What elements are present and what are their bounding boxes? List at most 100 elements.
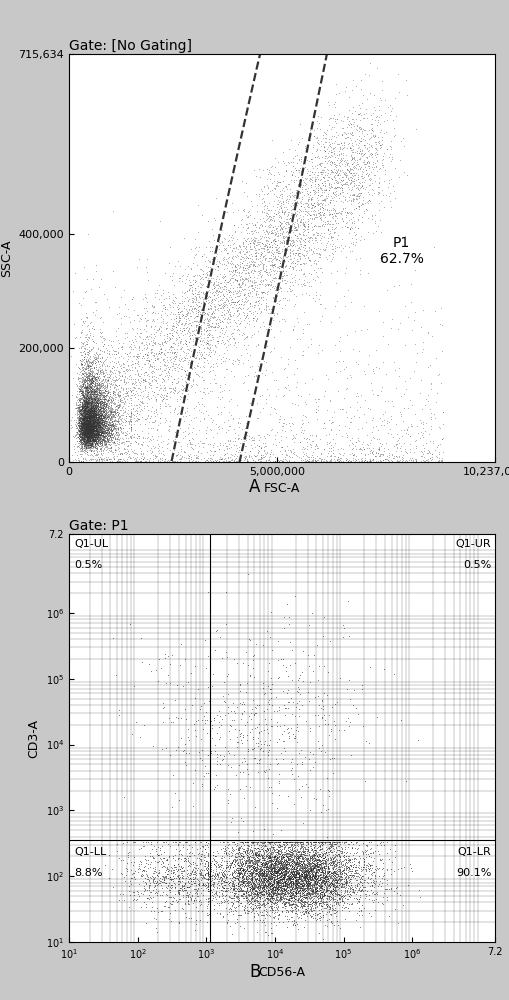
Point <box>334 870 342 886</box>
Point <box>255 848 263 864</box>
Point <box>106 403 114 419</box>
Point <box>79 414 88 430</box>
Point <box>139 395 147 411</box>
Point <box>293 374 301 390</box>
Point <box>214 317 222 333</box>
Point <box>257 857 265 873</box>
Point <box>327 875 335 891</box>
Point <box>79 419 88 435</box>
Point <box>80 411 88 427</box>
Point <box>89 412 97 428</box>
Point <box>115 367 123 383</box>
Point <box>225 731 234 747</box>
Point <box>275 834 283 850</box>
Point <box>359 854 367 870</box>
Point <box>84 400 92 416</box>
Point <box>203 905 211 921</box>
Point <box>333 895 341 911</box>
Point <box>114 426 122 442</box>
Point <box>228 195 236 211</box>
Point <box>241 852 249 868</box>
Point <box>86 427 94 443</box>
Point <box>252 847 261 863</box>
Point <box>203 450 211 466</box>
Point <box>161 380 169 396</box>
Point <box>318 894 326 910</box>
Point <box>248 217 257 233</box>
Point <box>269 222 277 238</box>
Point <box>300 265 308 281</box>
Point <box>214 859 222 875</box>
Point <box>78 429 87 445</box>
Point <box>261 716 269 732</box>
Point <box>87 385 95 401</box>
Point <box>320 209 328 225</box>
Point <box>89 406 97 422</box>
Point <box>276 882 284 898</box>
Point <box>292 861 300 877</box>
Point <box>102 433 110 449</box>
Point <box>336 872 344 888</box>
Point <box>358 164 366 180</box>
Point <box>87 391 95 407</box>
Point <box>356 168 364 184</box>
Point <box>73 404 81 420</box>
Point <box>266 883 274 899</box>
Point <box>77 376 86 392</box>
Point <box>238 861 246 877</box>
Point <box>223 309 232 325</box>
Point <box>98 436 106 452</box>
Point <box>342 875 350 891</box>
Point <box>80 388 88 404</box>
Point <box>289 874 297 890</box>
Point <box>88 432 96 448</box>
Point <box>271 848 279 864</box>
Point <box>292 232 300 248</box>
Point <box>349 213 357 229</box>
Point <box>93 412 101 428</box>
Point <box>101 418 109 434</box>
Point <box>273 874 281 890</box>
Point <box>251 230 260 246</box>
Point <box>267 856 275 872</box>
Point <box>345 117 353 133</box>
Point <box>97 413 105 429</box>
Point <box>304 206 313 222</box>
Point <box>289 189 297 205</box>
Point <box>159 282 167 298</box>
Point <box>276 877 285 893</box>
Point <box>127 420 135 436</box>
Point <box>306 449 314 465</box>
Point <box>88 413 96 429</box>
Point <box>263 179 271 195</box>
Point <box>328 855 336 871</box>
Point <box>141 336 149 352</box>
Point <box>244 905 252 921</box>
Point <box>88 391 96 407</box>
Point <box>379 867 387 883</box>
Point <box>87 396 95 412</box>
Point <box>86 403 94 419</box>
Point <box>286 867 294 883</box>
Point <box>319 860 327 876</box>
Point <box>299 875 307 891</box>
Point <box>241 905 249 921</box>
Point <box>346 854 354 870</box>
Point <box>86 441 94 457</box>
Point <box>175 882 183 898</box>
Point <box>240 310 248 326</box>
Point <box>191 834 199 850</box>
Point <box>242 863 250 879</box>
Point <box>224 846 233 862</box>
Point <box>84 430 93 446</box>
Point <box>185 312 193 328</box>
Point <box>295 841 303 857</box>
Point <box>98 361 106 377</box>
Point <box>82 446 91 462</box>
Point <box>356 874 364 890</box>
Point <box>100 373 108 389</box>
Point <box>91 403 99 419</box>
Point <box>197 289 205 305</box>
Point <box>80 388 88 404</box>
Point <box>211 857 219 873</box>
